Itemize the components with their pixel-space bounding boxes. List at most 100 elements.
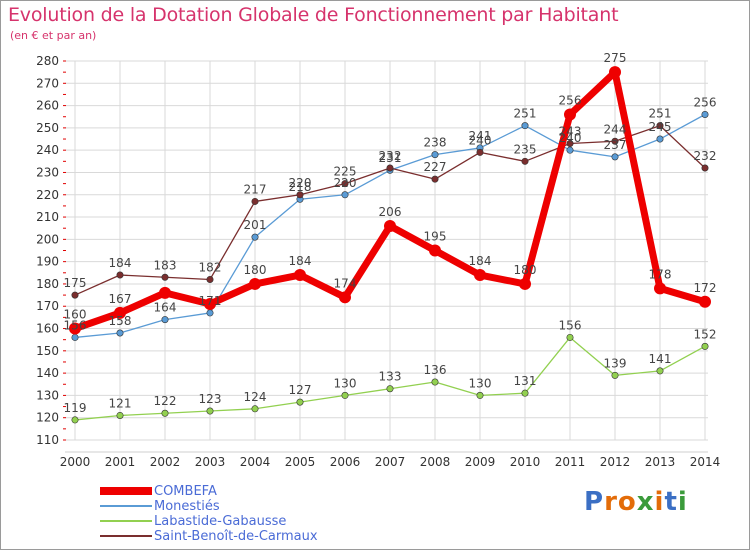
data-label-monesties: 164 bbox=[154, 301, 177, 315]
data-point-monesties bbox=[251, 233, 259, 241]
data-label-monesties: 256 bbox=[694, 96, 717, 110]
y-tick-label: 120 bbox=[36, 411, 59, 425]
data-label-combefa: 195 bbox=[424, 230, 447, 244]
data-label-labastide-gabausse: 152 bbox=[694, 327, 717, 341]
legend-swatch-monesties bbox=[100, 505, 152, 507]
chart-title: Evolution de la Dotation Globale de Fonc… bbox=[8, 4, 619, 26]
data-point-labastide-gabausse bbox=[341, 391, 349, 399]
data-point-saint-benoit-de-carmaux bbox=[431, 175, 439, 183]
data-point-labastide-gabausse bbox=[116, 411, 124, 419]
data-point-labastide-gabausse bbox=[161, 409, 169, 417]
y-tick-label: 170 bbox=[36, 299, 59, 313]
legend-swatch-saint-benoit bbox=[100, 535, 152, 537]
data-point-monesties bbox=[206, 309, 214, 317]
data-point-monesties bbox=[656, 135, 664, 143]
x-tick-label: 2004 bbox=[240, 455, 271, 469]
y-tick-label: 220 bbox=[36, 188, 59, 202]
data-point-monesties bbox=[161, 316, 169, 324]
data-label-combefa: 178 bbox=[649, 267, 672, 281]
data-point-combefa bbox=[114, 306, 126, 319]
data-label-combefa: 184 bbox=[469, 254, 492, 268]
chart-subtitle: (en € et par an) bbox=[10, 29, 97, 42]
data-label-saint-benoit-de-carmaux: 227 bbox=[424, 160, 447, 174]
y-tick-label: 140 bbox=[36, 366, 59, 380]
data-label-monesties: 241 bbox=[469, 129, 492, 143]
data-label-saint-benoit-de-carmaux: 182 bbox=[199, 260, 222, 274]
data-label-labastide-gabausse: 136 bbox=[424, 363, 447, 377]
y-tick-label: 110 bbox=[36, 433, 59, 447]
y-tick-label: 180 bbox=[36, 277, 59, 291]
data-point-labastide-gabausse bbox=[206, 407, 214, 415]
data-point-combefa bbox=[609, 66, 621, 79]
data-point-combefa bbox=[474, 269, 486, 282]
y-tick-label: 270 bbox=[36, 76, 59, 90]
data-label-saint-benoit-de-carmaux: 243 bbox=[559, 124, 582, 138]
data-point-monesties bbox=[116, 329, 124, 337]
data-label-labastide-gabausse: 139 bbox=[604, 356, 627, 370]
legend-label-labastide-gabausse: Labastide-Gabausse bbox=[154, 514, 287, 529]
x-tick-label: 2006 bbox=[330, 455, 361, 469]
data-label-labastide-gabausse: 119 bbox=[64, 401, 87, 415]
x-tick-label: 2009 bbox=[465, 455, 496, 469]
data-label-labastide-gabausse: 127 bbox=[289, 383, 312, 397]
data-point-combefa bbox=[249, 277, 261, 290]
data-point-monesties bbox=[701, 111, 709, 119]
y-tick-label: 130 bbox=[36, 388, 59, 402]
data-label-combefa: 174 bbox=[334, 276, 357, 290]
data-label-combefa: 184 bbox=[289, 254, 312, 268]
x-tick-label: 2000 bbox=[60, 455, 91, 469]
data-label-saint-benoit-de-carmaux: 175 bbox=[64, 276, 87, 290]
x-tick-label: 2013 bbox=[645, 455, 676, 469]
data-label-saint-benoit-de-carmaux: 232 bbox=[694, 149, 717, 163]
data-point-saint-benoit-de-carmaux bbox=[161, 273, 169, 281]
y-tick-label: 240 bbox=[36, 143, 59, 157]
data-label-saint-benoit-de-carmaux: 220 bbox=[289, 176, 312, 190]
x-tick-label: 2008 bbox=[420, 455, 451, 469]
data-label-saint-benoit-de-carmaux: 235 bbox=[514, 142, 537, 156]
data-point-labastide-gabausse bbox=[431, 378, 439, 386]
data-point-saint-benoit-de-carmaux bbox=[341, 180, 349, 188]
y-tick-label: 230 bbox=[36, 165, 59, 179]
data-point-monesties bbox=[566, 146, 574, 154]
data-label-saint-benoit-de-carmaux: 183 bbox=[154, 258, 177, 272]
data-label-combefa: 256 bbox=[559, 94, 582, 108]
data-point-labastide-gabausse bbox=[521, 389, 529, 397]
data-label-saint-benoit-de-carmaux: 184 bbox=[109, 256, 132, 270]
x-tick-label: 2002 bbox=[150, 455, 181, 469]
data-point-labastide-gabausse bbox=[251, 405, 259, 413]
data-point-saint-benoit-de-carmaux bbox=[476, 148, 484, 156]
line-chart: 110 120 130 140 150 160 170 180 190 200 210 220 230 2… bbox=[36, 51, 721, 469]
data-label-monesties: 231 bbox=[379, 151, 402, 165]
y-tick-label: 150 bbox=[36, 344, 59, 358]
y-tick-label: 280 bbox=[36, 54, 59, 68]
data-label-saint-benoit-de-carmaux: 225 bbox=[334, 165, 357, 179]
legend-swatch-labastide-gabausse bbox=[100, 520, 152, 522]
data-point-monesties bbox=[521, 122, 529, 130]
data-label-monesties: 251 bbox=[514, 107, 537, 121]
data-point-saint-benoit-de-carmaux bbox=[656, 122, 664, 130]
data-point-monesties bbox=[341, 191, 349, 199]
data-label-monesties: 158 bbox=[109, 314, 132, 328]
data-label-labastide-gabausse: 131 bbox=[514, 374, 537, 388]
y-tick-label: 200 bbox=[36, 232, 59, 246]
data-point-saint-benoit-de-carmaux bbox=[566, 139, 574, 147]
data-label-combefa: 180 bbox=[244, 263, 267, 277]
data-label-labastide-gabausse: 130 bbox=[334, 376, 357, 390]
data-point-labastide-gabausse bbox=[701, 342, 709, 350]
x-tick-label: 2014 bbox=[690, 455, 721, 469]
y-tick-label: 250 bbox=[36, 121, 59, 135]
data-label-combefa: 172 bbox=[694, 281, 717, 295]
data-label-saint-benoit-de-carmaux: 251 bbox=[649, 107, 672, 121]
y-tick-label: 210 bbox=[36, 210, 59, 224]
data-label-monesties: 245 bbox=[649, 120, 672, 134]
data-point-combefa bbox=[654, 282, 666, 295]
data-label-monesties: 237 bbox=[604, 138, 627, 152]
x-tick-label: 2005 bbox=[285, 455, 316, 469]
data-point-monesties bbox=[611, 153, 619, 161]
data-point-labastide-gabausse bbox=[386, 385, 394, 393]
y-tick-label: 190 bbox=[36, 255, 59, 269]
data-point-combefa bbox=[159, 286, 171, 299]
data-point-saint-benoit-de-carmaux bbox=[206, 275, 214, 283]
data-point-combefa bbox=[699, 295, 711, 308]
data-label-monesties: 171 bbox=[199, 294, 222, 308]
